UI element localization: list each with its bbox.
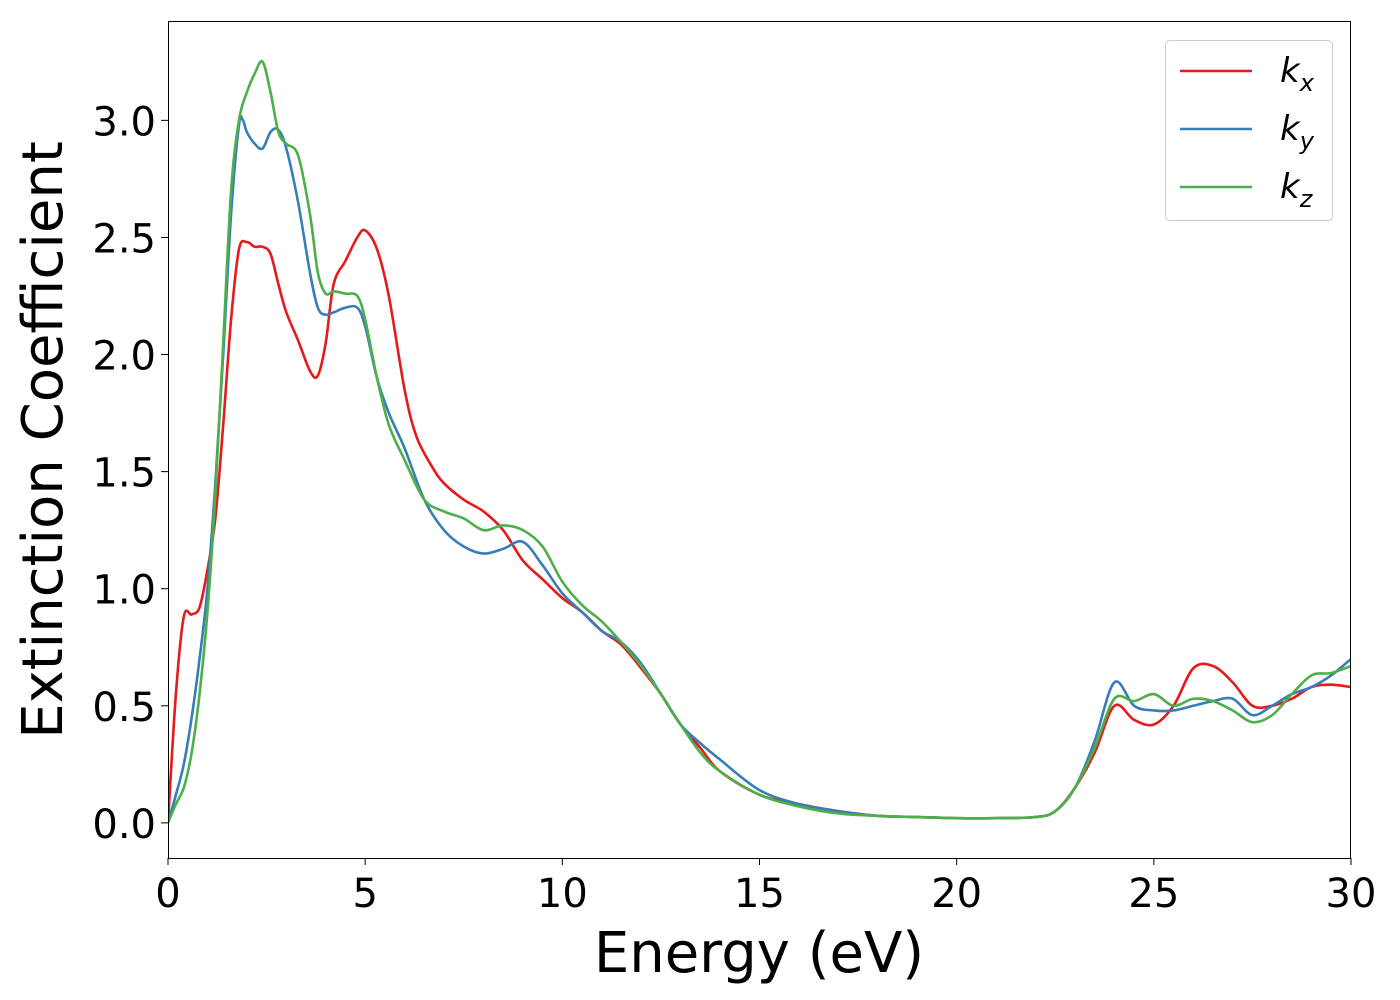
- x-tick-label: 20: [931, 871, 982, 917]
- y-tick-label: 3.0: [92, 99, 156, 145]
- series-layer: [168, 59, 1351, 824]
- series-line-kx: [168, 228, 1351, 823]
- x-tick-label: 10: [537, 871, 588, 917]
- y-tick-label: 1.5: [92, 451, 156, 497]
- y-tick-label: 1.0: [92, 568, 156, 614]
- y-tick-label: 2.0: [92, 334, 156, 380]
- y-tick-label: 0.5: [92, 685, 156, 731]
- x-tick-label: 30: [1326, 871, 1377, 917]
- series-line-ky: [168, 115, 1351, 824]
- x-tick-label: 5: [352, 871, 377, 917]
- legend-box: [1165, 40, 1333, 221]
- x-axis-title: Energy (eV): [594, 921, 924, 986]
- y-axis-ticks: 0.0 0.5 1.0 1.5 2.0 2.5 3.0: [92, 99, 168, 848]
- legend-label-kz: kz: [1280, 167, 1314, 213]
- x-tick-label: 0: [155, 871, 180, 917]
- x-axis-ticks: 0 5 10 15 20 25 30: [155, 858, 1376, 917]
- y-axis-title: Extinction Coefficient: [11, 141, 76, 739]
- y-tick-label: 2.5: [92, 216, 156, 262]
- series-line-kz: [168, 59, 1351, 824]
- x-tick-label: 15: [734, 871, 785, 917]
- x-tick-label: 25: [1128, 871, 1179, 917]
- y-tick-label: 0.0: [92, 802, 156, 848]
